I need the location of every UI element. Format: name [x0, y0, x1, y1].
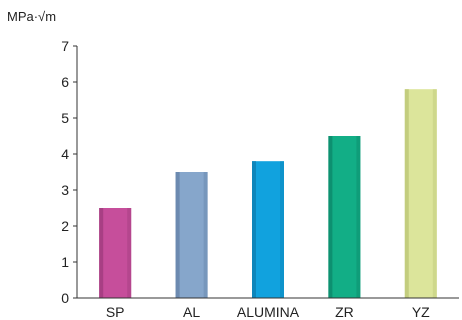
y-tick-label: 5	[61, 110, 69, 126]
bar-edge-alumina	[280, 161, 284, 298]
bar-yz	[404, 89, 437, 298]
bar-sp	[99, 208, 132, 298]
y-tick-label: 0	[61, 290, 69, 306]
bar-shade-al	[175, 172, 180, 298]
bar-shade-yz	[404, 89, 409, 298]
y-tick-label: 1	[61, 254, 69, 270]
y-tick-label: 7	[61, 38, 69, 54]
bar-edge-sp	[127, 208, 132, 298]
x-tick-label-yz: YZ	[412, 304, 430, 320]
x-tick-label-alumina: ALUMINA	[237, 304, 300, 320]
bar-edge-zr	[356, 136, 361, 298]
bar-al	[175, 172, 208, 298]
bar-shade-alumina	[252, 161, 256, 298]
y-tick-label: 6	[61, 74, 69, 90]
y-tick-label: 2	[61, 218, 69, 234]
y-tick-label: 3	[61, 182, 69, 198]
x-tick-label-zr: ZR	[335, 304, 354, 320]
y-axis-unit-label: MPa·√m	[7, 9, 57, 24]
bar-alumina	[252, 161, 284, 298]
bar-edge-al	[203, 172, 208, 298]
bar-shade-sp	[99, 208, 104, 298]
bar-zr	[328, 136, 361, 298]
x-tick-label-sp: SP	[106, 304, 125, 320]
bar-edge-yz	[432, 89, 437, 298]
bar-shade-zr	[328, 136, 333, 298]
y-tick-label: 4	[61, 146, 69, 162]
x-tick-label-al: AL	[183, 304, 200, 320]
